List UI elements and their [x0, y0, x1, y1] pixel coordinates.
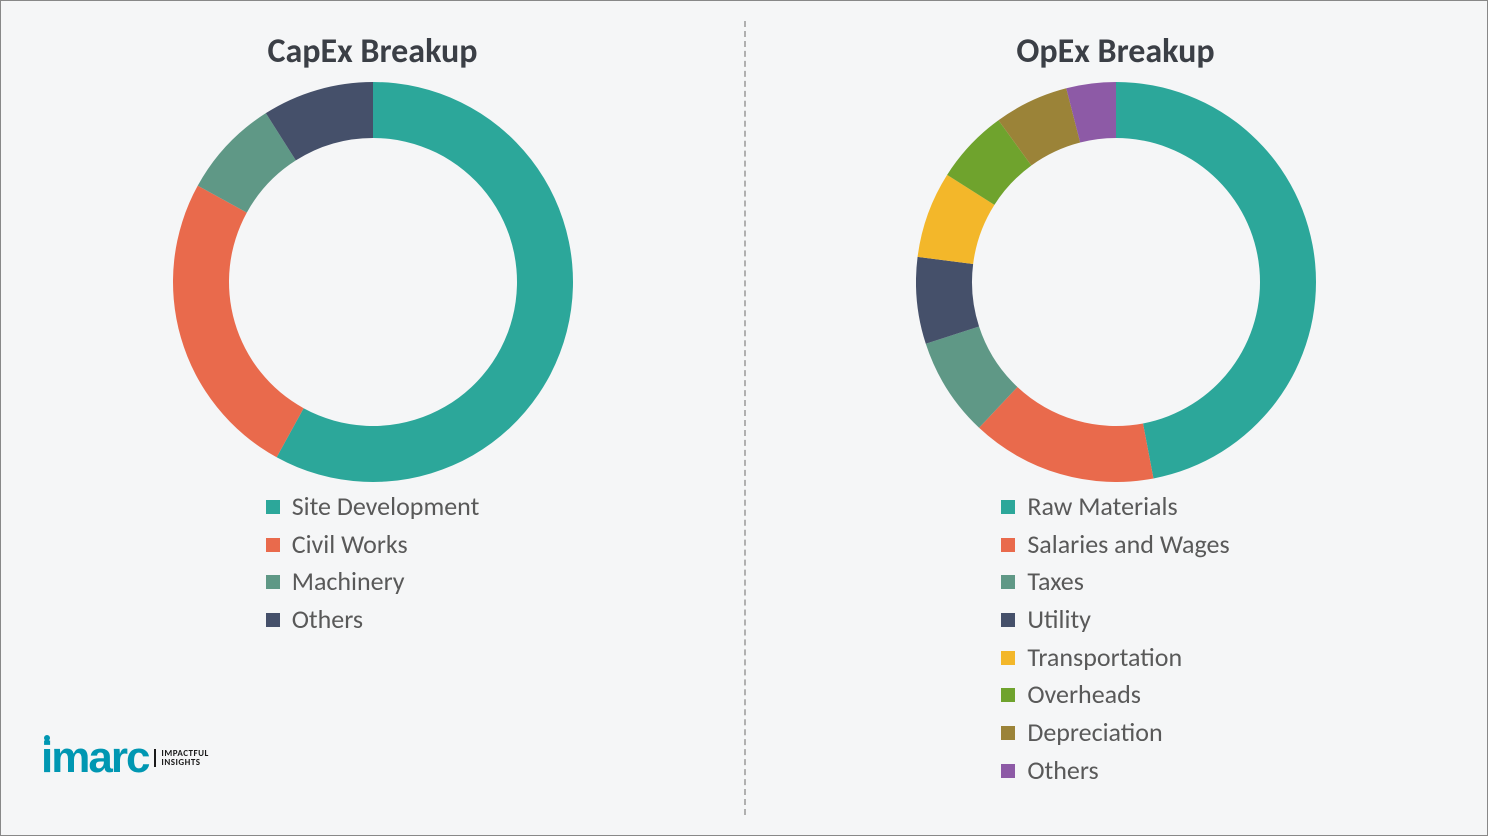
capex-donut-wrap: [21, 82, 724, 482]
opex-legend-swatch-5: [1001, 688, 1015, 702]
brand-tagline-line2: INSIGHTS: [161, 757, 200, 768]
opex-slice-0: [1116, 82, 1316, 478]
opex-legend-item-4: Transportation: [1001, 639, 1229, 677]
opex-donut-wrap: [764, 82, 1467, 482]
opex-legend-swatch-7: [1001, 764, 1015, 778]
opex-title: OpEx Breakup: [764, 31, 1467, 72]
brand-logo-dot-icon: [44, 735, 50, 741]
opex-legend-swatch-1: [1001, 538, 1015, 552]
capex-legend-item-1: Civil Works: [266, 526, 480, 564]
opex-legend-label-6: Depreciation: [1027, 714, 1162, 752]
opex-legend-label-7: Others: [1027, 752, 1098, 790]
brand-logo-mark: imarc: [41, 736, 148, 780]
opex-slice-1: [979, 387, 1153, 482]
opex-legend-swatch-0: [1001, 500, 1015, 514]
opex-legend-swatch-6: [1001, 726, 1015, 740]
brand-logo-tagline: IMPACTFUL INSIGHTS: [154, 749, 208, 768]
opex-legend-item-6: Depreciation: [1001, 714, 1229, 752]
opex-donut-chart: [916, 82, 1316, 482]
opex-legend-swatch-4: [1001, 651, 1015, 665]
capex-slice-1: [173, 186, 304, 458]
capex-legend: Site DevelopmentCivil WorksMachineryOthe…: [266, 488, 480, 639]
opex-legend-item-5: Overheads: [1001, 676, 1229, 714]
opex-legend: Raw MaterialsSalaries and WagesTaxesUtil…: [1001, 488, 1229, 790]
capex-donut-chart: [173, 82, 573, 482]
opex-legend-item-1: Salaries and Wages: [1001, 526, 1229, 564]
brand-logo: imarc IMPACTFUL INSIGHTS: [41, 736, 209, 780]
opex-legend-label-4: Transportation: [1027, 639, 1182, 677]
opex-legend-label-3: Utility: [1027, 601, 1091, 639]
panels-container: CapEx Breakup Site DevelopmentCivil Work…: [1, 1, 1487, 835]
capex-legend-label-2: Machinery: [292, 563, 405, 601]
capex-legend-label-3: Others: [292, 601, 363, 639]
opex-panel: OpEx Breakup Raw MaterialsSalaries and W…: [744, 1, 1487, 835]
capex-legend-item-3: Others: [266, 601, 480, 639]
opex-legend-swatch-3: [1001, 613, 1015, 627]
opex-legend-label-1: Salaries and Wages: [1027, 526, 1229, 564]
capex-legend-label-0: Site Development: [292, 488, 480, 526]
capex-legend-swatch-3: [266, 613, 280, 627]
opex-legend-swatch-2: [1001, 575, 1015, 589]
opex-legend-item-7: Others: [1001, 752, 1229, 790]
capex-legend-item-2: Machinery: [266, 563, 480, 601]
capex-panel: CapEx Breakup Site DevelopmentCivil Work…: [1, 1, 744, 835]
opex-legend-label-2: Taxes: [1027, 563, 1084, 601]
capex-legend-swatch-1: [266, 538, 280, 552]
opex-legend-label-0: Raw Materials: [1027, 488, 1177, 526]
opex-legend-label-5: Overheads: [1027, 676, 1141, 714]
capex-legend-label-1: Civil Works: [292, 526, 408, 564]
capex-legend-item-0: Site Development: [266, 488, 480, 526]
capex-legend-swatch-2: [266, 575, 280, 589]
opex-legend-item-2: Taxes: [1001, 563, 1229, 601]
opex-legend-item-0: Raw Materials: [1001, 488, 1229, 526]
capex-title: CapEx Breakup: [21, 31, 724, 72]
opex-legend-item-3: Utility: [1001, 601, 1229, 639]
capex-legend-swatch-0: [266, 500, 280, 514]
